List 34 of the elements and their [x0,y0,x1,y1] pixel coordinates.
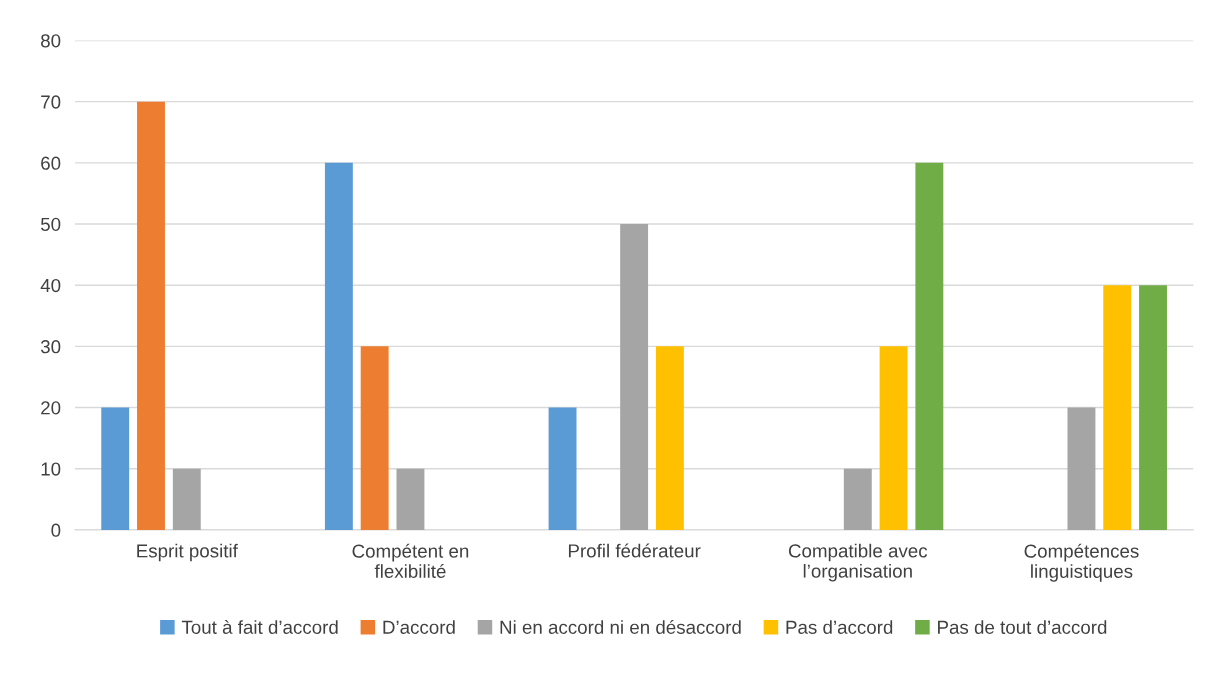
x-tick-label: Compatible avec l’organisation [788,543,928,582]
bar [360,346,389,530]
x-tick-label: Compétences linguistiques [1024,543,1139,582]
bar [915,162,944,530]
legend-label: Ni en accord ni en désaccord [500,619,741,634]
x-tick-label: Compétent en flexibilité [352,543,469,578]
bar [396,468,425,530]
y-tick-label: 50 [40,217,61,231]
bar [655,346,684,530]
bar [1103,285,1132,530]
y-tick-label: 70 [41,95,61,109]
y-tick-label: 10 [41,462,61,476]
y-tick-label: 30 [40,340,61,354]
x-tick-label: Esprit positif [137,543,238,562]
y-tick-label: 40 [40,278,61,293]
bar [1139,285,1167,530]
y-tick-label: 0 [51,523,61,537]
legend-label: Pas de tout d’accord [938,620,1107,634]
bar [879,346,908,530]
y-tick-label: 20 [41,401,61,415]
bar [324,162,353,530]
bar [843,468,872,530]
bar [172,468,201,530]
x-tick-label: Profil fédérateur [568,543,701,558]
bar [620,224,649,530]
bar [1067,407,1096,530]
legend-label: Tout à fait d’accord [181,619,338,634]
legend-label: D’accord [383,620,455,634]
bar [137,101,165,530]
y-tick-label: 60 [41,156,61,170]
bar [101,407,130,530]
y-tick-label: 80 [41,34,61,48]
bar [548,407,577,530]
legend-label: Pas d’accord [786,620,893,634]
